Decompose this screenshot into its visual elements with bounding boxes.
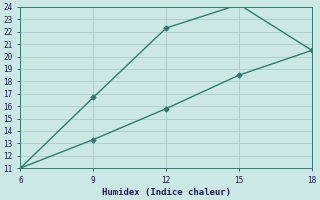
X-axis label: Humidex (Indice chaleur): Humidex (Indice chaleur) [102,188,231,197]
